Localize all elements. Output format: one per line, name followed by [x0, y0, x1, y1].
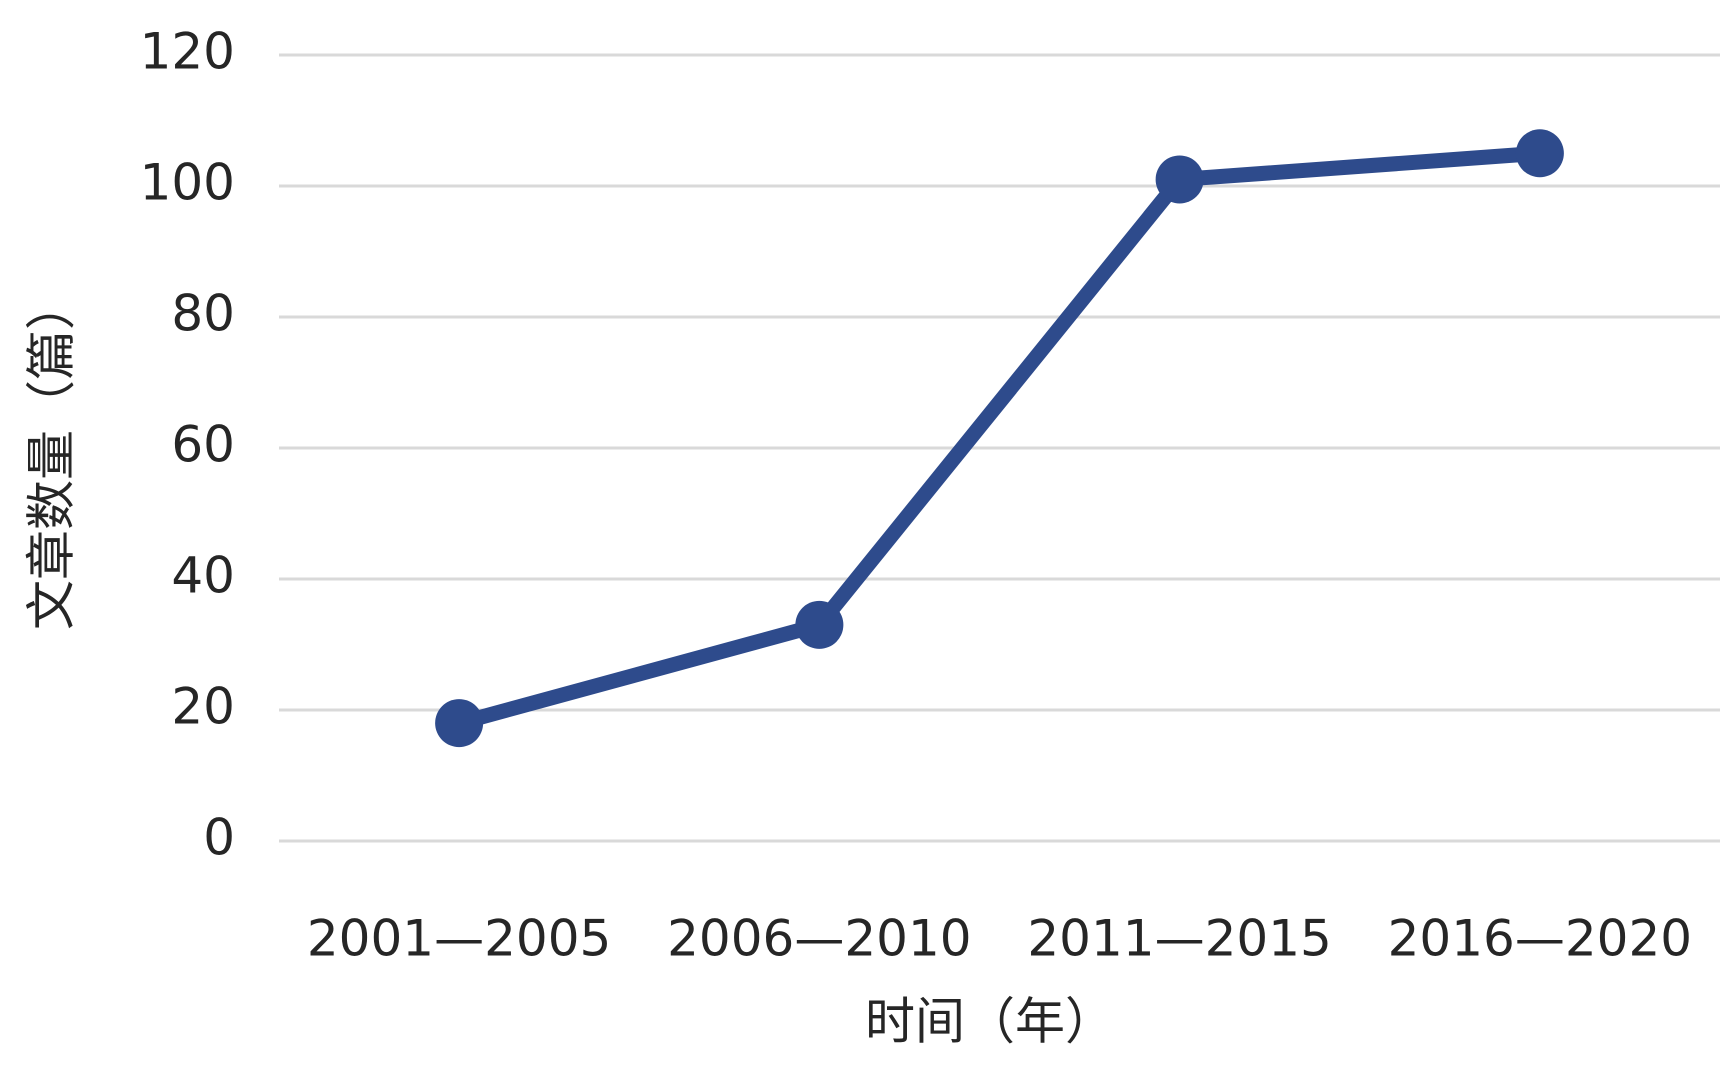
line — [457, 145, 1541, 731]
y-tick-label: 60 — [171, 416, 235, 474]
y-tick-label: 100 — [140, 154, 235, 212]
x-axis-title: 时间（年） — [865, 993, 1115, 1051]
x-tick-label: 2016—2020 — [1388, 910, 1693, 968]
y-tick-label: 40 — [171, 547, 235, 605]
y-tick-label: 20 — [171, 678, 235, 736]
marker — [1155, 155, 1204, 204]
x-tick-label: 2001—2005 — [307, 910, 612, 968]
y-tick-label: 80 — [171, 285, 235, 343]
marker — [795, 600, 844, 649]
marker — [435, 699, 484, 748]
x-tick-label: 2011—2015 — [1027, 910, 1332, 968]
y-tick-label: 0 — [203, 809, 235, 867]
y-tick-label: 120 — [140, 23, 235, 81]
marker — [1515, 129, 1564, 178]
x-tick-label: 2006—2010 — [667, 910, 972, 968]
y-axis-title: 文章数量（篇） — [23, 280, 81, 630]
